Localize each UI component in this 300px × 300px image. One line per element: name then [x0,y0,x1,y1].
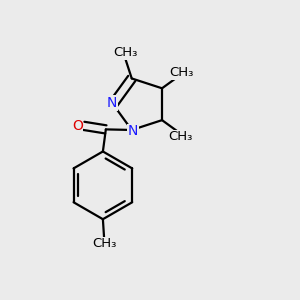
Text: CH₃: CH₃ [168,130,193,143]
Text: CH₃: CH₃ [113,46,138,59]
Text: N: N [107,96,117,110]
Text: N: N [128,124,138,138]
Text: O: O [72,119,83,133]
Text: CH₃: CH₃ [92,237,116,250]
Text: CH₃: CH₃ [169,66,193,79]
